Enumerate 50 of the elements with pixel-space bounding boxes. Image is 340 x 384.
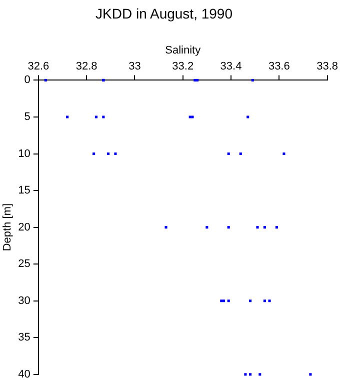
point xyxy=(227,300,230,302)
y-tick-label: 5 xyxy=(24,111,30,124)
point xyxy=(227,226,230,229)
x-tick-label: 33.8 xyxy=(316,60,338,73)
point xyxy=(251,78,254,82)
point xyxy=(114,152,117,156)
y-tick-label: 25 xyxy=(18,258,30,270)
point xyxy=(268,300,271,302)
point xyxy=(94,116,98,118)
point xyxy=(191,116,194,118)
y-tick-label: 15 xyxy=(18,184,30,197)
x-tick-label: 33.2 xyxy=(172,60,194,73)
chart-title: JKDD in August, 1990 xyxy=(96,5,233,22)
x-tick-label: 32.8 xyxy=(76,60,98,73)
y-tick-label: 20 xyxy=(18,221,30,234)
point xyxy=(222,300,226,302)
point xyxy=(239,152,242,156)
point xyxy=(275,226,278,229)
point xyxy=(196,78,199,82)
point xyxy=(102,116,105,118)
point xyxy=(206,226,208,229)
point xyxy=(258,373,262,376)
point xyxy=(246,116,250,118)
x-tick-label: 33.6 xyxy=(268,60,290,73)
point xyxy=(106,152,110,156)
point xyxy=(227,152,230,156)
point xyxy=(220,300,223,302)
point xyxy=(164,226,168,229)
point xyxy=(282,152,286,156)
point xyxy=(66,116,69,118)
point xyxy=(44,78,47,82)
y-tick-label: 30 xyxy=(18,294,30,307)
y-tick-label: 0 xyxy=(24,74,30,86)
y-tick-label: 10 xyxy=(18,148,30,160)
x-axis-title: Salinity xyxy=(165,44,202,56)
y-axis-title: Depth [m] xyxy=(2,203,14,252)
point xyxy=(263,300,266,302)
y-tick-label: 35 xyxy=(18,332,30,344)
point xyxy=(309,373,312,376)
point xyxy=(248,373,252,376)
point xyxy=(248,300,252,302)
point xyxy=(194,78,196,82)
point xyxy=(92,152,96,156)
point xyxy=(256,226,259,229)
x-tick-label: 32.6 xyxy=(28,60,50,73)
point xyxy=(244,373,247,376)
point xyxy=(263,226,266,229)
x-tick-label: 33 xyxy=(128,60,141,73)
y-tick-label: 40 xyxy=(18,368,30,380)
x-tick-label: 33.4 xyxy=(220,60,242,73)
